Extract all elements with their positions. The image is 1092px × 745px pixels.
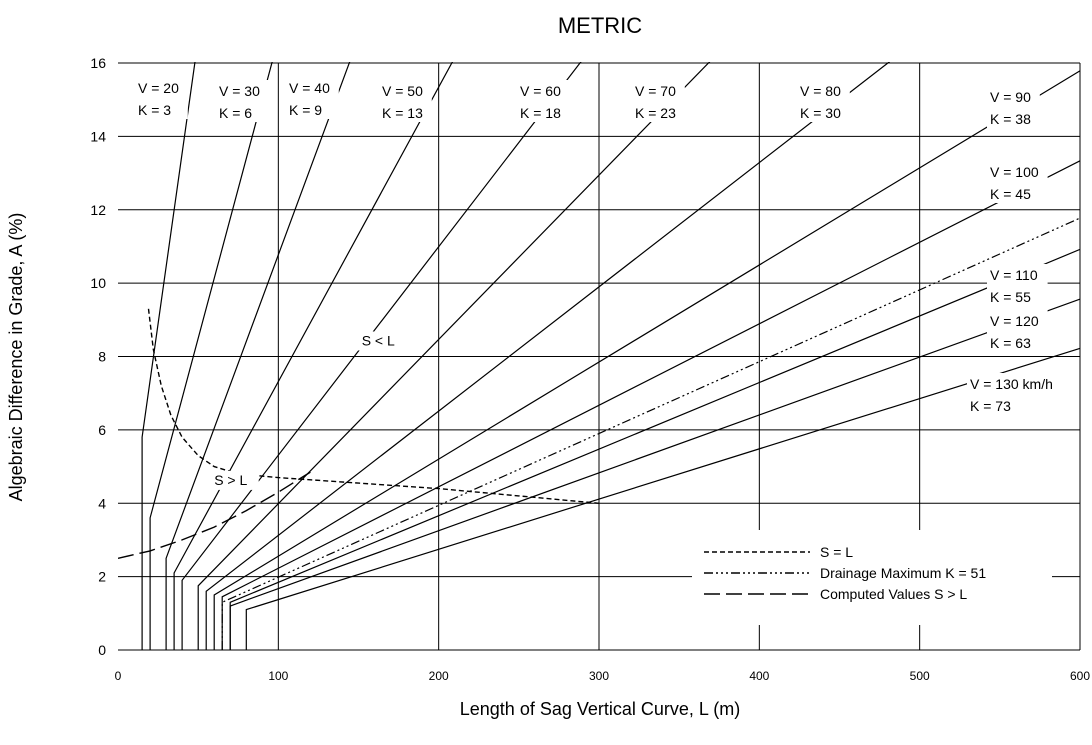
curve-label-group: V = 50 K = 13 <box>379 80 432 122</box>
curve-label-bg <box>797 80 850 122</box>
region-annotation-text: S > L <box>214 472 247 488</box>
tick-labels: 0 2 4 6 8 10 12 14 16 0 100 200 300 400 500 600 <box>90 55 1090 683</box>
curve-label-k: K = 6 <box>219 105 252 121</box>
curve-label-speed: V = 90 <box>990 89 1031 105</box>
legend-label: S = L <box>820 544 853 560</box>
k-curve-line <box>141 62 196 650</box>
k-curve-line <box>229 298 1080 650</box>
curve-label-group: V = 100 K = 45 <box>987 161 1048 203</box>
k-curve-line <box>165 62 351 650</box>
curve-label-group: V = 80 K = 30 <box>797 80 850 122</box>
x-tick-label: 600 <box>1070 669 1090 683</box>
curve-label-group: V = 30 K = 6 <box>216 80 269 122</box>
curve-label-group: V = 60 K = 18 <box>517 80 570 122</box>
legend-box <box>692 530 1052 625</box>
curve-label-k: K = 38 <box>990 111 1031 127</box>
drainage-max-line <box>221 217 1080 650</box>
curve-label-speed: V = 50 <box>382 83 423 99</box>
s-equals-l-line <box>147 308 600 504</box>
curve-label-bg <box>286 77 339 119</box>
curve-label-k: K = 73 <box>970 398 1011 414</box>
curve-label-k: K = 3 <box>138 102 171 118</box>
curve-label-group: V = 40 K = 9 <box>286 77 339 119</box>
k-curve-line <box>197 62 711 650</box>
curve-label-k: K = 30 <box>800 105 841 121</box>
curve-label-speed: V = 60 <box>520 83 561 99</box>
curve-label-bg <box>216 80 269 122</box>
computed-values-line <box>118 471 311 559</box>
curve-label-speed: V = 130 km/h <box>970 376 1053 392</box>
curve-label-k: K = 23 <box>635 105 676 121</box>
curve-label-group: V = 70 K = 23 <box>632 80 685 122</box>
curve-label-group: V = 130 km/h K = 73 <box>967 373 1067 415</box>
legend-label: Computed Values S > L <box>820 586 967 602</box>
curve-label-speed: V = 40 <box>289 80 330 96</box>
y-tick-label: 10 <box>90 275 106 291</box>
k-curve-line <box>173 62 454 650</box>
curve-label-bg <box>967 373 1067 415</box>
curve-labels: V = 20 K = 3 V = 30 K = 6 V = 40 K = 9 V = 50 K… <box>135 77 1067 490</box>
region-annotation-bg <box>210 470 259 490</box>
curve-label-k: K = 9 <box>289 102 322 118</box>
curve-label-speed: V = 20 <box>138 80 179 96</box>
curve-label-bg <box>517 80 570 122</box>
x-tick-label: 400 <box>749 669 769 683</box>
chart-title: METRIC <box>558 13 642 38</box>
region-annotation-bg <box>357 331 407 351</box>
curve-label-speed: V = 110 <box>990 267 1038 283</box>
curve-label-k: K = 18 <box>520 105 561 121</box>
plot-area <box>118 62 1080 650</box>
region-annotation: S < L <box>357 331 407 351</box>
y-tick-label: 0 <box>98 642 106 658</box>
curve-label-group: V = 90 K = 38 <box>987 86 1040 128</box>
curve-label-speed: V = 100 <box>990 164 1039 180</box>
y-tick-label: 4 <box>98 495 106 511</box>
x-axis-label: Length of Sag Vertical Curve, L (m) <box>460 699 740 719</box>
curve-label-group: V = 120 K = 63 <box>987 310 1048 352</box>
curve-label-bg <box>987 310 1048 352</box>
x-tick-label: 200 <box>429 669 449 683</box>
curve-label-group: V = 20 K = 3 <box>135 77 188 119</box>
curve-label-speed: V = 70 <box>635 83 676 99</box>
curve-label-k: K = 63 <box>990 335 1031 351</box>
curve-label-speed: V = 80 <box>800 83 841 99</box>
region-annotation-text: S < L <box>362 332 395 348</box>
y-tick-label: 12 <box>90 202 106 218</box>
k-curve-line <box>245 347 1080 650</box>
curve-label-bg <box>987 86 1040 128</box>
x-tick-label: 500 <box>910 669 930 683</box>
k-curve-line <box>213 70 1080 650</box>
y-axis-label: Algebraic Difference in Grade, A (%) <box>6 213 26 502</box>
x-tick-label: 0 <box>115 669 122 683</box>
region-annotation: S > L <box>210 470 259 490</box>
curve-label-speed: V = 120 <box>990 313 1039 329</box>
x-tick-label: 300 <box>589 669 609 683</box>
legend-label: Drainage Maximum K = 51 <box>820 565 986 581</box>
curve-label-k: K = 45 <box>990 186 1031 202</box>
curve-label-group: V = 110 K = 55 <box>987 264 1048 306</box>
curve-label-bg <box>135 77 188 119</box>
curve-label-bg <box>987 161 1048 203</box>
curve-label-bg <box>987 264 1048 306</box>
y-tick-label: 14 <box>90 128 106 144</box>
curve-label-speed: V = 30 <box>219 83 260 99</box>
x-tick-label: 100 <box>268 669 288 683</box>
curve-label-bg <box>379 80 432 122</box>
curve-label-k: K = 55 <box>990 289 1031 305</box>
y-tick-label: 6 <box>98 422 106 438</box>
legend: S = L Drainage Maximum K = 51 Computed Val… <box>692 530 1052 625</box>
k-curve-line <box>181 62 582 650</box>
y-tick-label: 2 <box>98 569 106 585</box>
curve-label-bg <box>632 80 685 122</box>
k-curve-line <box>205 62 891 650</box>
y-tick-label: 8 <box>98 349 106 365</box>
y-tick-label: 16 <box>90 55 106 71</box>
k-curve-line <box>149 62 273 650</box>
curve-label-k: K = 13 <box>382 105 423 121</box>
